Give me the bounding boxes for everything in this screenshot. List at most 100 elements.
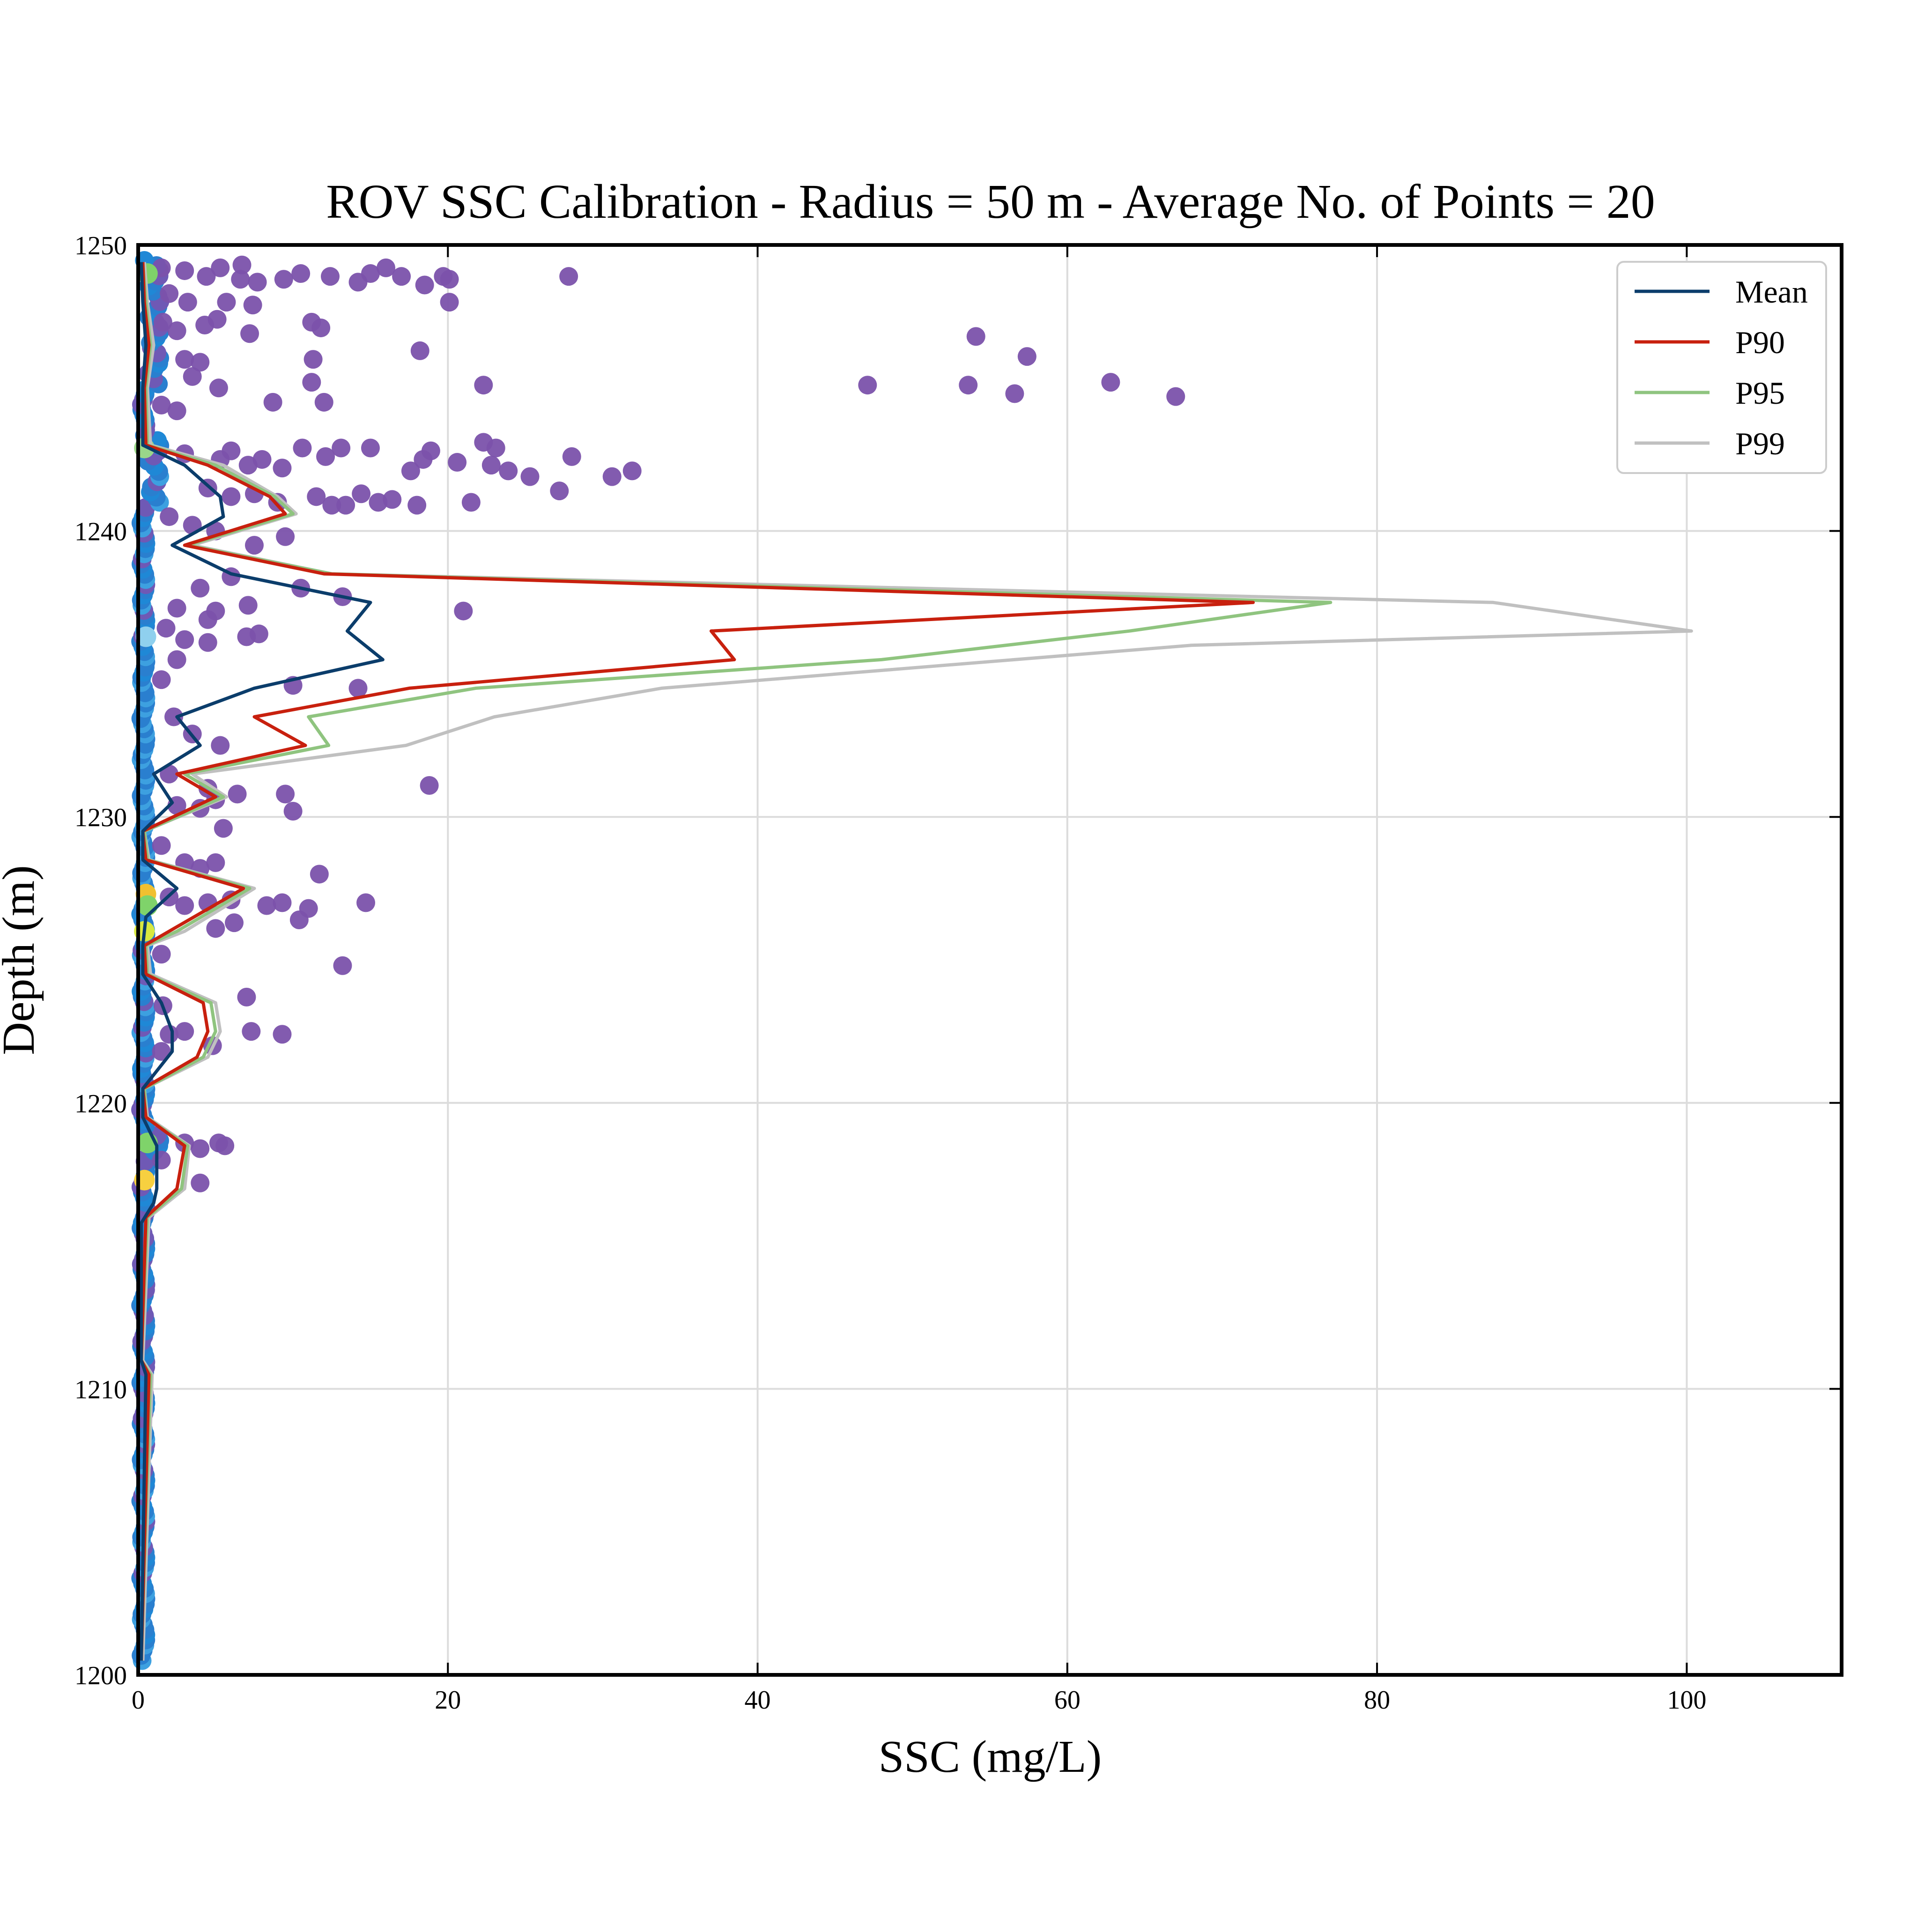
scatter-point	[237, 987, 256, 1007]
scatter-point	[211, 736, 230, 755]
scatter-point	[520, 467, 540, 486]
legend-label: P90	[1735, 325, 1785, 360]
legend: Mean P90 P95 P99	[1616, 261, 1827, 474]
scatter-point	[197, 267, 216, 286]
chart-title: ROV SSC Calibration - Radius = 50 m - Av…	[326, 175, 1655, 229]
scatter-point	[289, 910, 309, 930]
scatter-point	[622, 461, 642, 481]
scatter-point	[249, 624, 268, 644]
legend-label: P95	[1735, 375, 1785, 411]
scatter-point	[333, 956, 352, 975]
scatter-point	[314, 392, 333, 412]
legend-box	[1616, 261, 1827, 474]
scatter-point	[243, 296, 262, 315]
scatter-point	[252, 450, 272, 469]
y-tick-label: 1230	[74, 803, 127, 832]
scatter-point	[257, 896, 276, 915]
scatter-point	[164, 707, 184, 726]
scatter-point	[183, 367, 202, 386]
x-tick-label: 40	[745, 1686, 771, 1715]
scatter-point	[152, 670, 171, 689]
scatter-point	[209, 378, 228, 398]
legend-label: Mean	[1735, 274, 1808, 310]
scatter-point	[224, 913, 244, 933]
scatter-point	[361, 264, 380, 283]
x-tick-label: 100	[1667, 1686, 1706, 1715]
scatter-point	[198, 633, 217, 652]
scatter-point	[302, 373, 321, 392]
scatter-point	[352, 484, 371, 503]
scatter-point	[228, 785, 247, 804]
scatter-point	[152, 395, 171, 415]
scatter-point	[156, 619, 176, 638]
scatter-point	[562, 447, 581, 466]
scatter-point	[966, 327, 985, 346]
scatter-point	[361, 438, 380, 458]
scatter-point	[1005, 384, 1024, 403]
scatter-point	[160, 764, 179, 784]
grid	[137, 244, 1842, 1676]
scatter-point	[283, 801, 303, 821]
scatter-point	[152, 1042, 171, 1061]
scatter-point	[1166, 387, 1185, 406]
scatter-point	[332, 438, 351, 458]
scatter-point	[311, 318, 331, 338]
highlight-point	[137, 895, 158, 916]
scatter-point	[167, 401, 186, 421]
scatter-point	[153, 312, 172, 332]
scatter-point	[238, 596, 258, 615]
scatter-point	[559, 267, 578, 286]
scatter-point	[858, 376, 877, 395]
scatter-point	[440, 293, 459, 312]
scatter-point	[222, 441, 241, 460]
series-lines	[140, 262, 1693, 1661]
scatter-point	[276, 527, 295, 546]
scatter-point	[550, 481, 569, 501]
scatter-point	[499, 461, 518, 481]
scatter-point	[474, 376, 493, 395]
scatter-point	[160, 284, 179, 303]
scatter-point	[454, 601, 473, 621]
x-axis-label: SSC (mg/L)	[879, 1732, 1102, 1782]
scatter-point	[481, 456, 501, 475]
scatter-point	[175, 1022, 194, 1041]
scatter-point	[152, 1150, 171, 1170]
y-tick-label: 1210	[74, 1375, 127, 1404]
scatter-point	[198, 610, 217, 629]
scatter-point	[348, 679, 368, 698]
scatter-point	[486, 438, 505, 458]
scatter-point	[369, 493, 388, 512]
scatter-point	[242, 1022, 261, 1041]
scatter-point	[392, 267, 411, 286]
scatter-point	[420, 776, 439, 795]
scatter-point	[276, 785, 295, 804]
scatter-point	[273, 893, 292, 912]
scatter-point	[336, 496, 355, 515]
scatter-point	[303, 350, 323, 369]
y-tick-label: 1200	[74, 1661, 127, 1690]
scatter-point	[167, 650, 186, 669]
scatter-point	[440, 270, 459, 289]
scatter-point	[232, 255, 252, 274]
scatter-point	[206, 853, 225, 872]
scatter-point	[274, 270, 293, 289]
scatter-point	[291, 264, 311, 283]
scatter-point	[407, 496, 427, 515]
scatter-point	[448, 453, 467, 472]
scatter-point	[414, 450, 433, 469]
scatter-point	[293, 438, 312, 458]
scatter-point	[175, 350, 194, 369]
scatter-point	[602, 467, 622, 486]
scatter-point	[217, 293, 236, 312]
series-line-p90	[140, 262, 1255, 1661]
scatter-point	[307, 487, 326, 506]
scatter-point	[222, 487, 241, 506]
y-tick-labels: 1200 1210 1220 1230 1240 1250	[74, 231, 127, 1690]
scatter-point	[248, 273, 267, 292]
series-line-mean	[140, 262, 385, 1661]
scatter-point	[356, 893, 376, 912]
scatter-point	[244, 536, 264, 555]
y-tick-label: 1240	[74, 518, 127, 547]
scatter-point	[191, 353, 210, 372]
